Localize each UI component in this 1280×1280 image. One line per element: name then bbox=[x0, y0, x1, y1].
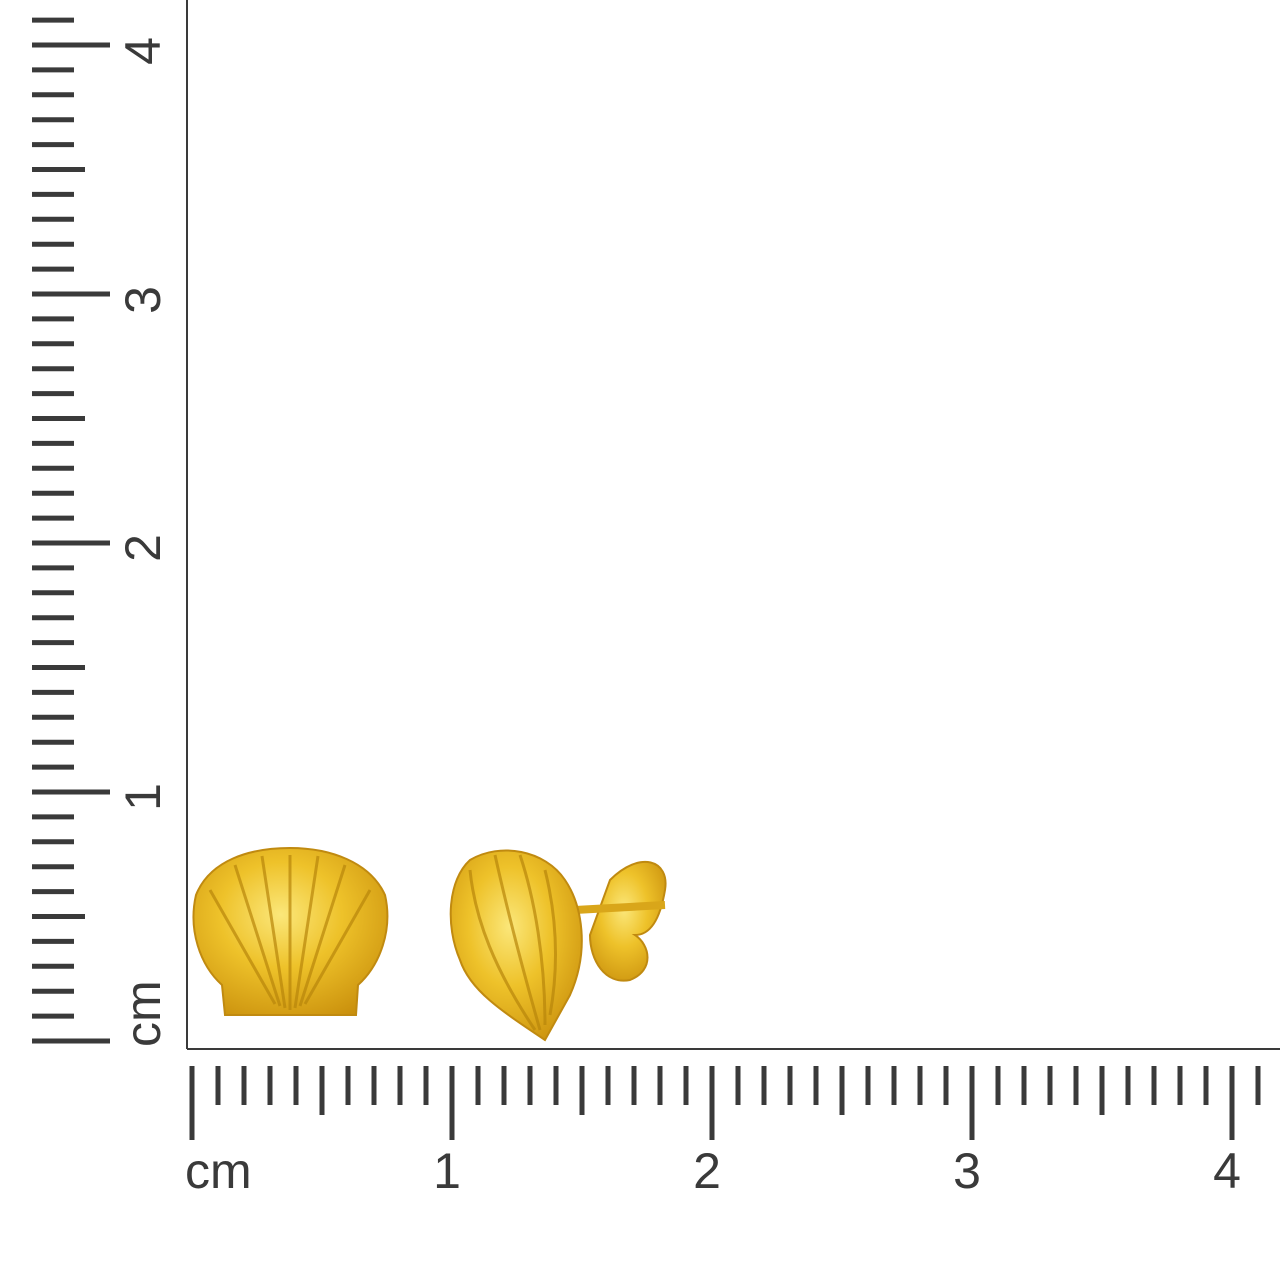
bottom-ruler-unit: cm bbox=[185, 1143, 252, 1199]
bottom-ruler-ticks bbox=[189, 1066, 1261, 1140]
left-ruler-label-4: 4 bbox=[115, 37, 171, 65]
left-ruler-label-3: 3 bbox=[115, 286, 171, 314]
left-ruler-ticks bbox=[32, 17, 110, 1044]
shell-earring-side bbox=[449, 849, 667, 1042]
left-ruler-unit: cm bbox=[115, 980, 171, 1047]
bottom-ruler-label-3: 3 bbox=[953, 1143, 981, 1199]
bottom-ruler-label-4: 4 bbox=[1213, 1143, 1241, 1199]
shell-earring-front bbox=[192, 846, 389, 1016]
bottom-ruler-label-2: 2 bbox=[693, 1143, 721, 1199]
left-ruler-label-2: 2 bbox=[115, 534, 171, 562]
left-ruler-label-1: 1 bbox=[115, 783, 171, 811]
measurement-frame bbox=[186, 0, 1280, 1050]
bottom-ruler-label-1: 1 bbox=[433, 1143, 461, 1199]
